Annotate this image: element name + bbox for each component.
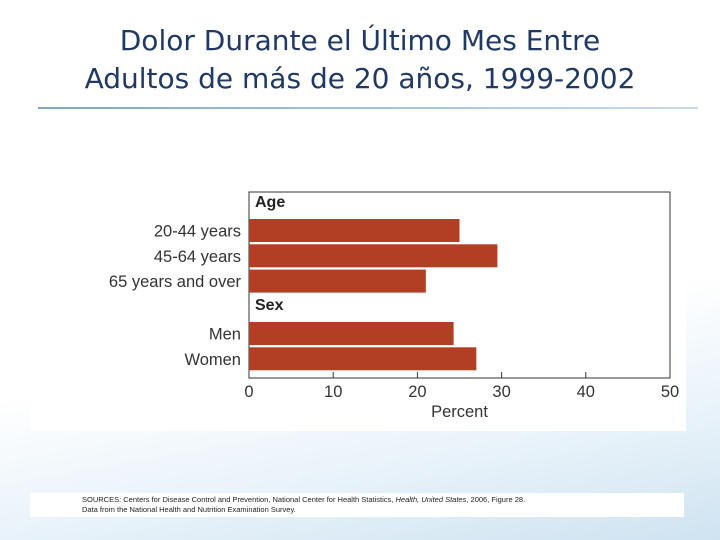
bar-chart: Age 20-44 years 45-64 years 65 years and ov… — [109, 191, 679, 421]
x-axis-title: Percent — [431, 403, 488, 421]
bar-men — [249, 322, 454, 345]
bar-women — [249, 347, 477, 371]
category-label: 20-44 years — [154, 223, 241, 241]
source-suffix: , 2006, Figure 28. — [466, 495, 526, 504]
x-tick-label: 40 — [577, 383, 595, 401]
x-tick-label: 0 — [244, 383, 253, 401]
source-publication: Health, United States — [395, 495, 467, 504]
x-tick-label: 50 — [661, 383, 679, 401]
source-note: SOURCES: Centers for Disease Control and… — [30, 493, 684, 517]
bar-45-64-years — [249, 244, 498, 268]
category-label: Men — [209, 326, 241, 344]
x-tick-label: 10 — [324, 383, 342, 401]
group-label-sex: Sex — [255, 297, 284, 314]
bar-20-44-years — [249, 219, 460, 242]
source-line-2: Data from the National Health and Nutrit… — [82, 505, 296, 514]
source-line-1: SOURCES: Centers for Disease Control and… — [82, 495, 525, 504]
chart-panel: Age 20-44 years 45-64 years 65 years and ov… — [30, 186, 686, 431]
title-line-2: Adultos de más de 20 años, 1999-2002 — [84, 62, 636, 95]
category-label: Women — [184, 351, 241, 369]
category-label: 45-64 years — [154, 248, 241, 266]
source-prefix: SOURCES: Centers for Disease Control and… — [82, 495, 396, 504]
group-label-age: Age — [255, 194, 285, 211]
x-tick-label: 20 — [408, 383, 426, 401]
title-line-1: Dolor Durante el Último Mes Entre — [119, 24, 601, 57]
category-label: 65 years and over — [109, 273, 242, 291]
title-divider — [38, 107, 698, 109]
bar-65-years-and-over — [249, 269, 426, 293]
slide-title: Dolor Durante el Último Mes Entre Adulto… — [0, 22, 720, 98]
x-tick-label: 30 — [492, 383, 510, 401]
